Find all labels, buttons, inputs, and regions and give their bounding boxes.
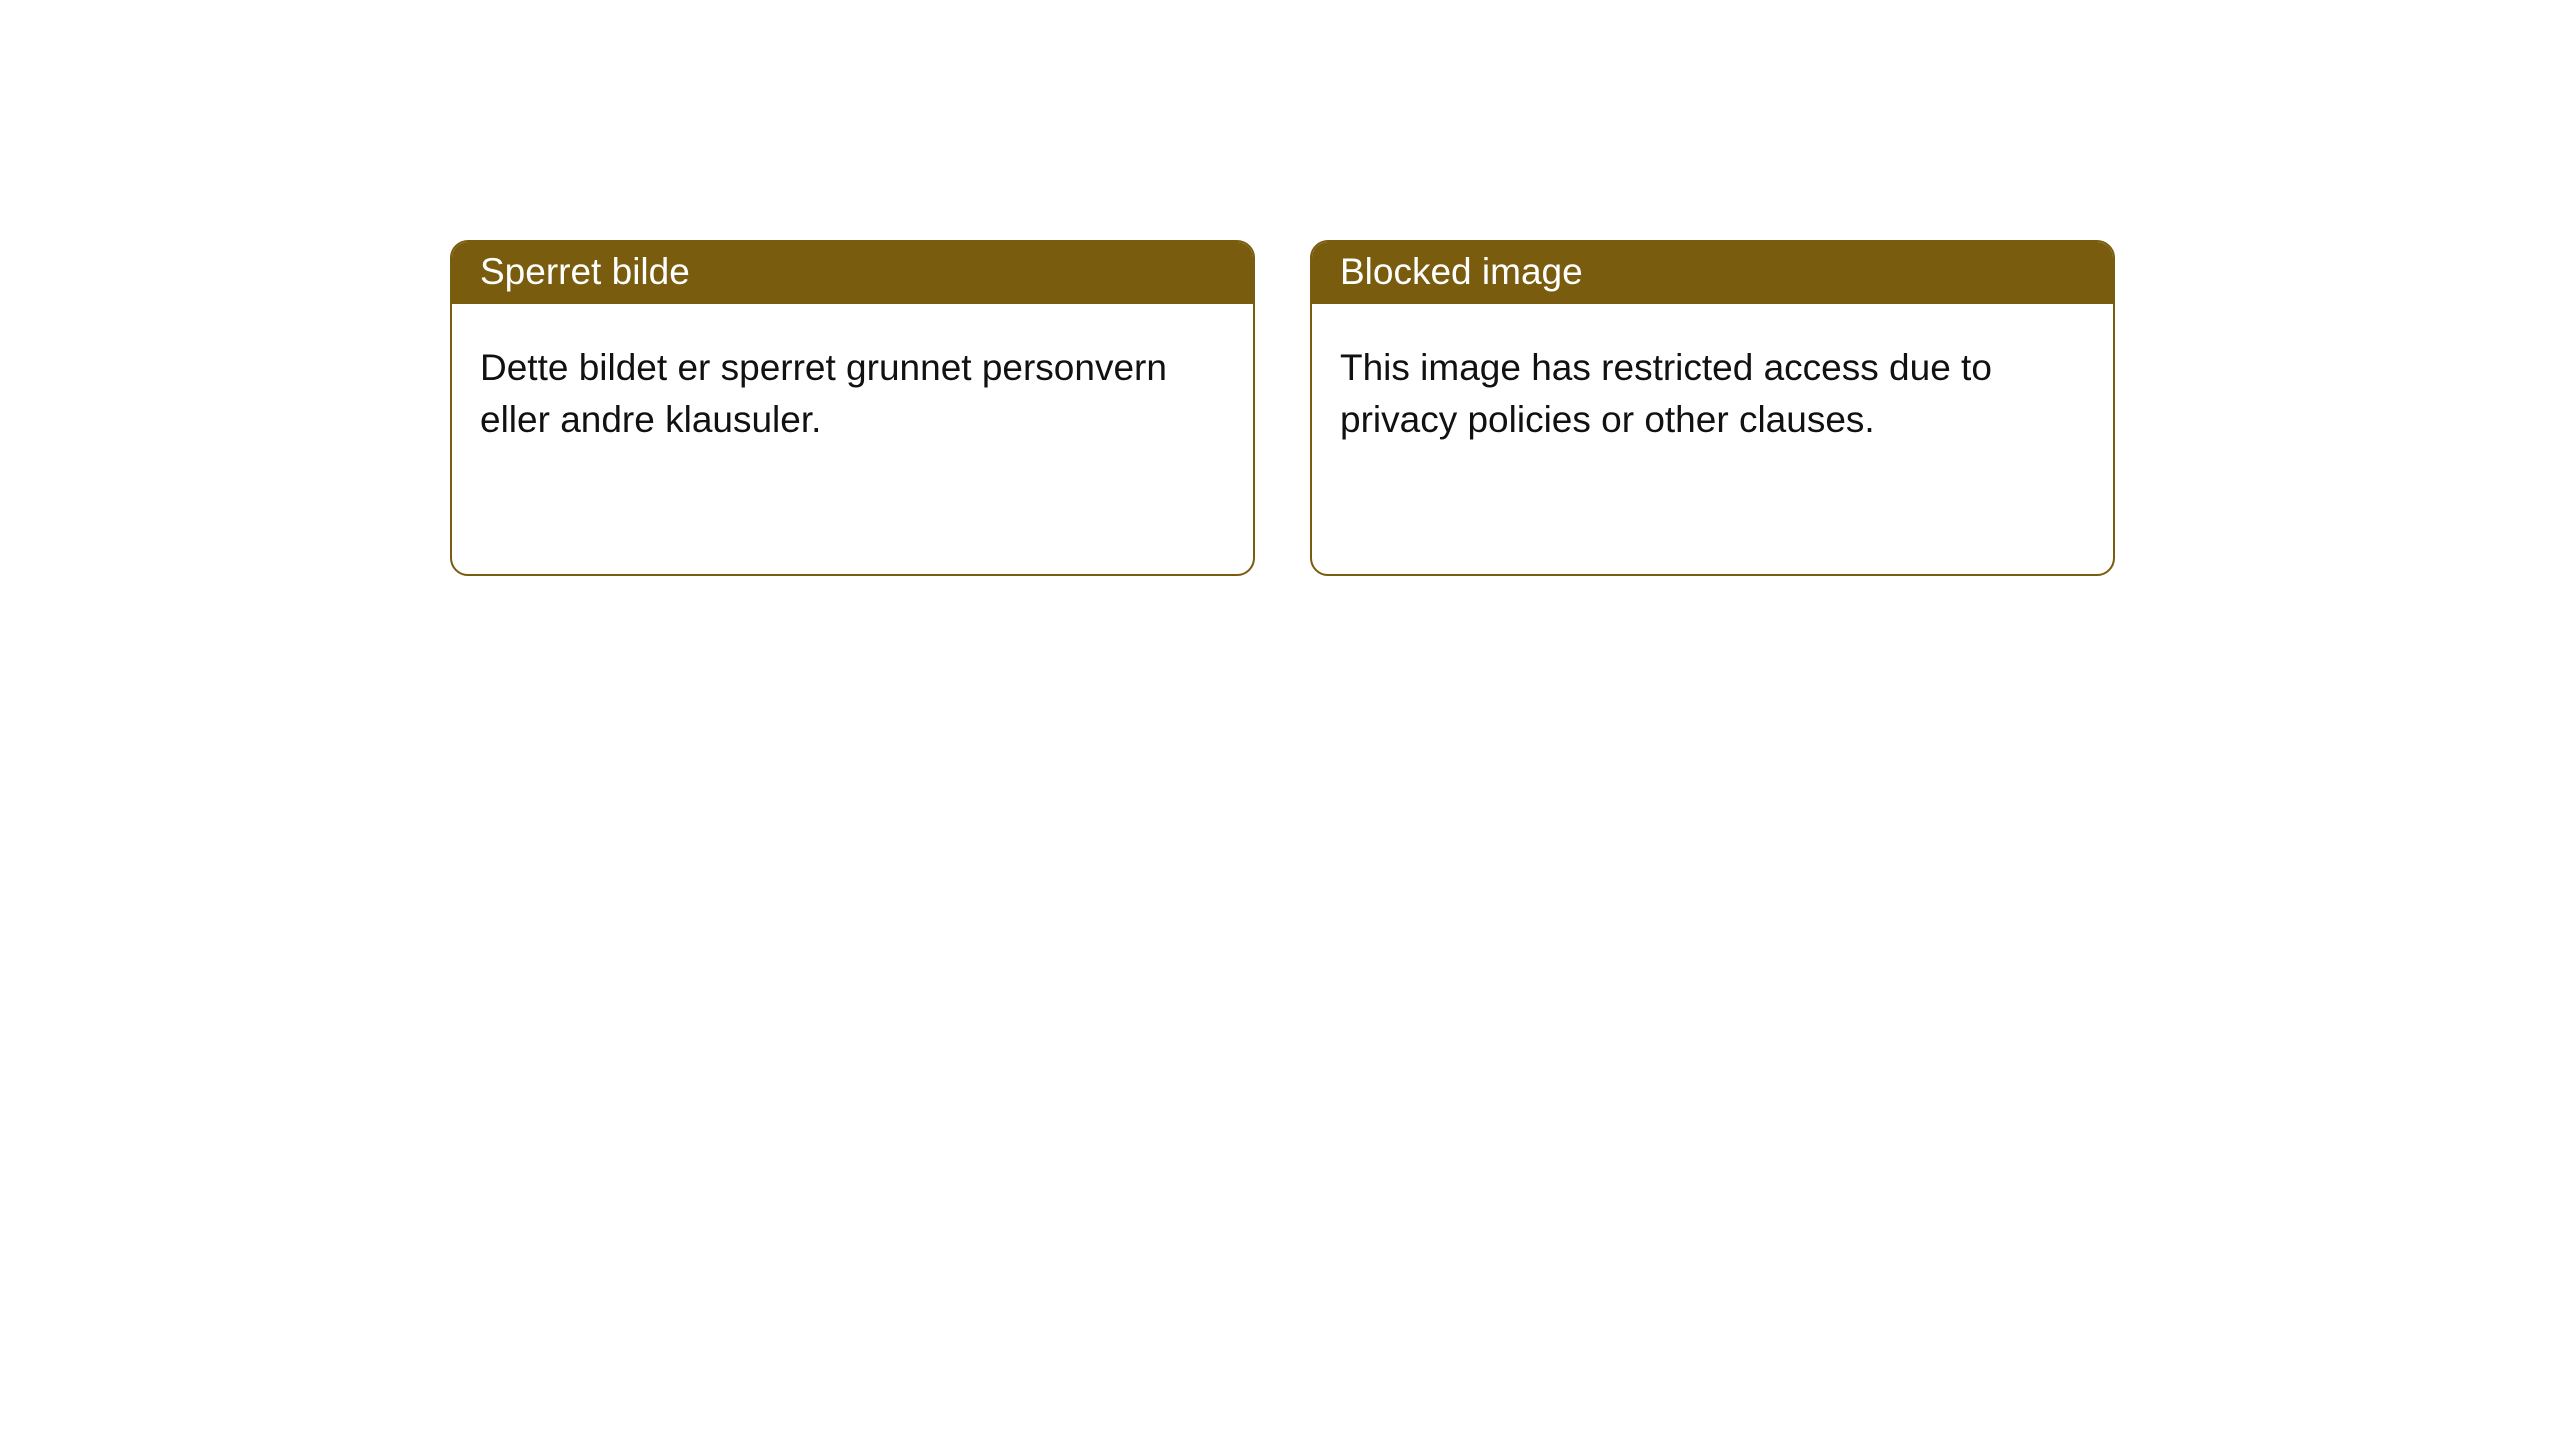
notice-body: This image has restricted access due to … (1312, 304, 2113, 474)
notice-card-english: Blocked image This image has restricted … (1310, 240, 2115, 576)
notice-title: Blocked image (1312, 242, 2113, 304)
notice-card-norwegian: Sperret bilde Dette bildet er sperret gr… (450, 240, 1255, 576)
notice-title: Sperret bilde (452, 242, 1253, 304)
notice-body: Dette bildet er sperret grunnet personve… (452, 304, 1253, 474)
notice-container: Sperret bilde Dette bildet er sperret gr… (0, 0, 2560, 576)
